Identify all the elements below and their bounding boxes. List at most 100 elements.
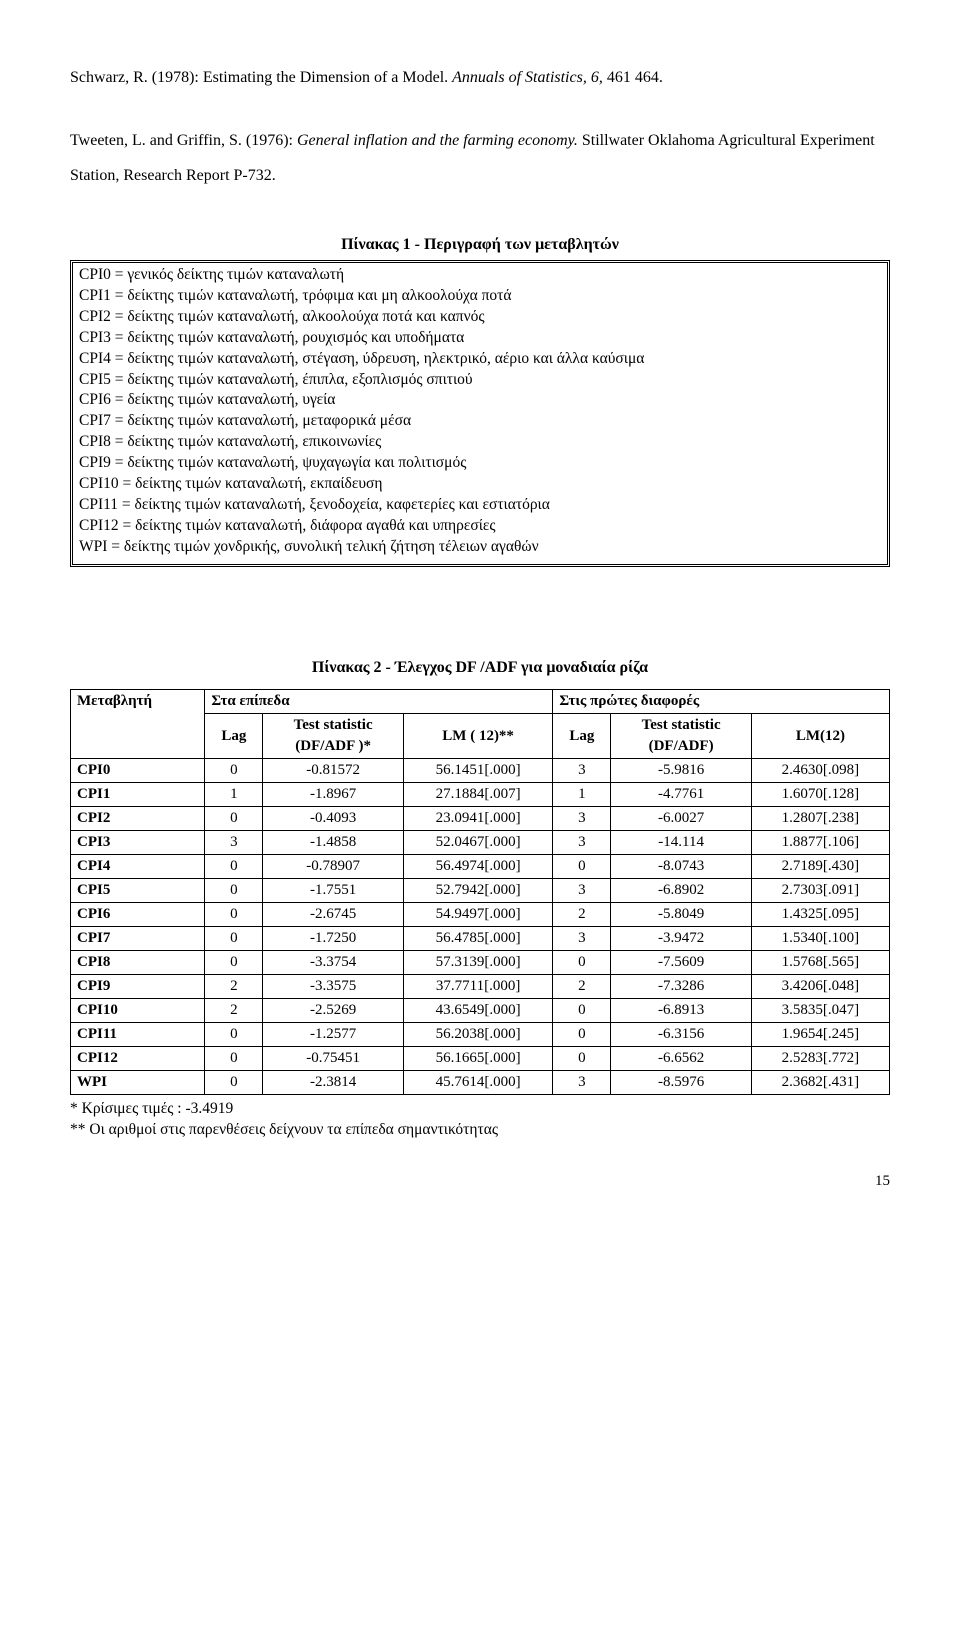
table2-title: Πίνακας 2 - Έλεγχος DF /ADF για μοναδιαί… — [70, 657, 890, 679]
table-cell: 0 — [553, 999, 611, 1023]
table-row: CPI102-2.526943.6549[.000]0-6.89133.5835… — [71, 999, 890, 1023]
table-cell: CPI11 — [71, 1023, 205, 1047]
table-cell: 2 — [205, 999, 263, 1023]
table-cell: -5.9816 — [611, 759, 751, 783]
table-cell: -6.3156 — [611, 1023, 751, 1047]
reference-entry: Tweeten, L. and Griffin, S. (1976): Gene… — [70, 123, 890, 193]
table1-row: CPI5 = δείκτης τιμών καταναλωτή, έπιπλα,… — [79, 370, 881, 391]
table-cell: -3.3575 — [263, 975, 403, 999]
table-cell: 1.8877[.106] — [751, 831, 889, 855]
table-cell: 0 — [205, 855, 263, 879]
table-cell: -7.5609 — [611, 951, 751, 975]
page-number: 15 — [70, 1171, 890, 1192]
ref-tail: 461 464. — [603, 69, 663, 86]
reference-entry: Schwarz, R. (1978): Estimating the Dimen… — [70, 60, 890, 95]
table-cell: 56.1665[.000] — [403, 1047, 553, 1071]
table-cell: 0 — [205, 1071, 263, 1095]
table1-row: CPI7 = δείκτης τιμών καταναλωτή, μεταφορ… — [79, 411, 881, 432]
table-row: WPI0-2.381445.7614[.000]3-8.59762.3682[.… — [71, 1071, 890, 1095]
table-cell: -0.81572 — [263, 759, 403, 783]
table2: Μεταβλητή Στα επίπεδα Στις πρώτες διαφορ… — [70, 689, 890, 1095]
table-cell: 3 — [553, 1071, 611, 1095]
table1-row: CPI3 = δείκτης τιμών καταναλωτή, ρουχισμ… — [79, 328, 881, 349]
th-test-stat: Test statistic(DF/ADF) — [611, 714, 751, 759]
table-cell: -3.9472 — [611, 927, 751, 951]
table-cell: 0 — [553, 1047, 611, 1071]
table-cell: 3 — [205, 831, 263, 855]
table1-row: CPI1 = δείκτης τιμών καταναλωτή, τρόφιμα… — [79, 286, 881, 307]
table-cell: 2.3682[.431] — [751, 1071, 889, 1095]
table-cell: 23.0941[.000] — [403, 807, 553, 831]
table-cell: CPI4 — [71, 855, 205, 879]
table-cell: 57.3139[.000] — [403, 951, 553, 975]
table-cell: 1 — [205, 783, 263, 807]
table-cell: CPI5 — [71, 879, 205, 903]
table-cell: 2.7189[.430] — [751, 855, 889, 879]
th-lm12: LM(12) — [751, 714, 889, 759]
footnote-a: * Κρίσιμες τιμές : -3.4919 — [70, 1099, 890, 1120]
table-row: CPI120-0.7545156.1665[.000]0-6.65622.528… — [71, 1047, 890, 1071]
th-lag: Lag — [553, 714, 611, 759]
table-cell: -7.3286 — [611, 975, 751, 999]
table-cell: 56.4785[.000] — [403, 927, 553, 951]
table-cell: 2 — [553, 975, 611, 999]
table1-row: CPI11 = δείκτης τιμών καταναλωτή, ξενοδο… — [79, 495, 881, 516]
table-cell: 3.5835[.047] — [751, 999, 889, 1023]
table-cell: CPI8 — [71, 951, 205, 975]
table-cell: -1.2577 — [263, 1023, 403, 1047]
table1-row: CPI12 = δείκτης τιμών καταναλωτή, διάφορ… — [79, 516, 881, 537]
table-cell: 0 — [553, 951, 611, 975]
ref-italic: Annuals of Statistics, 6, — [452, 69, 603, 86]
table1-row: CPI9 = δείκτης τιμών καταναλωτή, ψυχαγωγ… — [79, 453, 881, 474]
table-cell: CPI3 — [71, 831, 205, 855]
table-cell: -0.78907 — [263, 855, 403, 879]
table-cell: -14.114 — [611, 831, 751, 855]
table-cell: 3 — [553, 759, 611, 783]
table1-row: WPI = δείκτης τιμών χονδρικής, συνολική … — [79, 537, 881, 558]
table-cell: 0 — [205, 951, 263, 975]
table-cell: 43.6549[.000] — [403, 999, 553, 1023]
table-cell: -1.4858 — [263, 831, 403, 855]
table-cell: 1.9654[.245] — [751, 1023, 889, 1047]
table-cell: 1.5768[.565] — [751, 951, 889, 975]
table-cell: 56.4974[.000] — [403, 855, 553, 879]
table-cell: CPI1 — [71, 783, 205, 807]
table-cell: 0 — [553, 855, 611, 879]
table-row: CPI110-1.257756.2038[.000]0-6.31561.9654… — [71, 1023, 890, 1047]
table-cell: 2 — [553, 903, 611, 927]
table-cell: -0.75451 — [263, 1047, 403, 1071]
th-test-stat: Test statistic(DF/ADF )* — [263, 714, 403, 759]
table-cell: -2.6745 — [263, 903, 403, 927]
th-lm12: LM ( 12)** — [403, 714, 553, 759]
table-cell: 1.2807[.238] — [751, 807, 889, 831]
table-cell: 54.9497[.000] — [403, 903, 553, 927]
table-cell: 1.5340[.100] — [751, 927, 889, 951]
table-cell: -5.8049 — [611, 903, 751, 927]
table-row: CPI50-1.755152.7942[.000]3-6.89022.7303[… — [71, 879, 890, 903]
table-cell: 2.4630[.098] — [751, 759, 889, 783]
table-cell: 1 — [553, 783, 611, 807]
table-cell: 0 — [205, 807, 263, 831]
table-cell: -1.7250 — [263, 927, 403, 951]
table1-row: CPI2 = δείκτης τιμών καταναλωτή, αλκοολο… — [79, 307, 881, 328]
table-cell: CPI7 — [71, 927, 205, 951]
table-cell: 3 — [553, 879, 611, 903]
ref-text: Tweeten, L. and Griffin, S. (1976): — [70, 132, 297, 149]
table-cell: -4.7761 — [611, 783, 751, 807]
table-cell: 0 — [553, 1023, 611, 1047]
table-cell: -8.5976 — [611, 1071, 751, 1095]
table-cell: 0 — [205, 1023, 263, 1047]
table-cell: 3 — [553, 831, 611, 855]
table-cell: CPI10 — [71, 999, 205, 1023]
table-cell: 3 — [553, 927, 611, 951]
th-levels: Στα επίπεδα — [205, 690, 553, 714]
table-cell: 1.4325[.095] — [751, 903, 889, 927]
table-cell: -3.3754 — [263, 951, 403, 975]
table-cell: 0 — [205, 759, 263, 783]
table-cell: -2.5269 — [263, 999, 403, 1023]
table-cell: CPI6 — [71, 903, 205, 927]
table-cell: 2.7303[.091] — [751, 879, 889, 903]
table-cell: -1.8967 — [263, 783, 403, 807]
th-lag: Lag — [205, 714, 263, 759]
table-cell: 1.6070[.128] — [751, 783, 889, 807]
